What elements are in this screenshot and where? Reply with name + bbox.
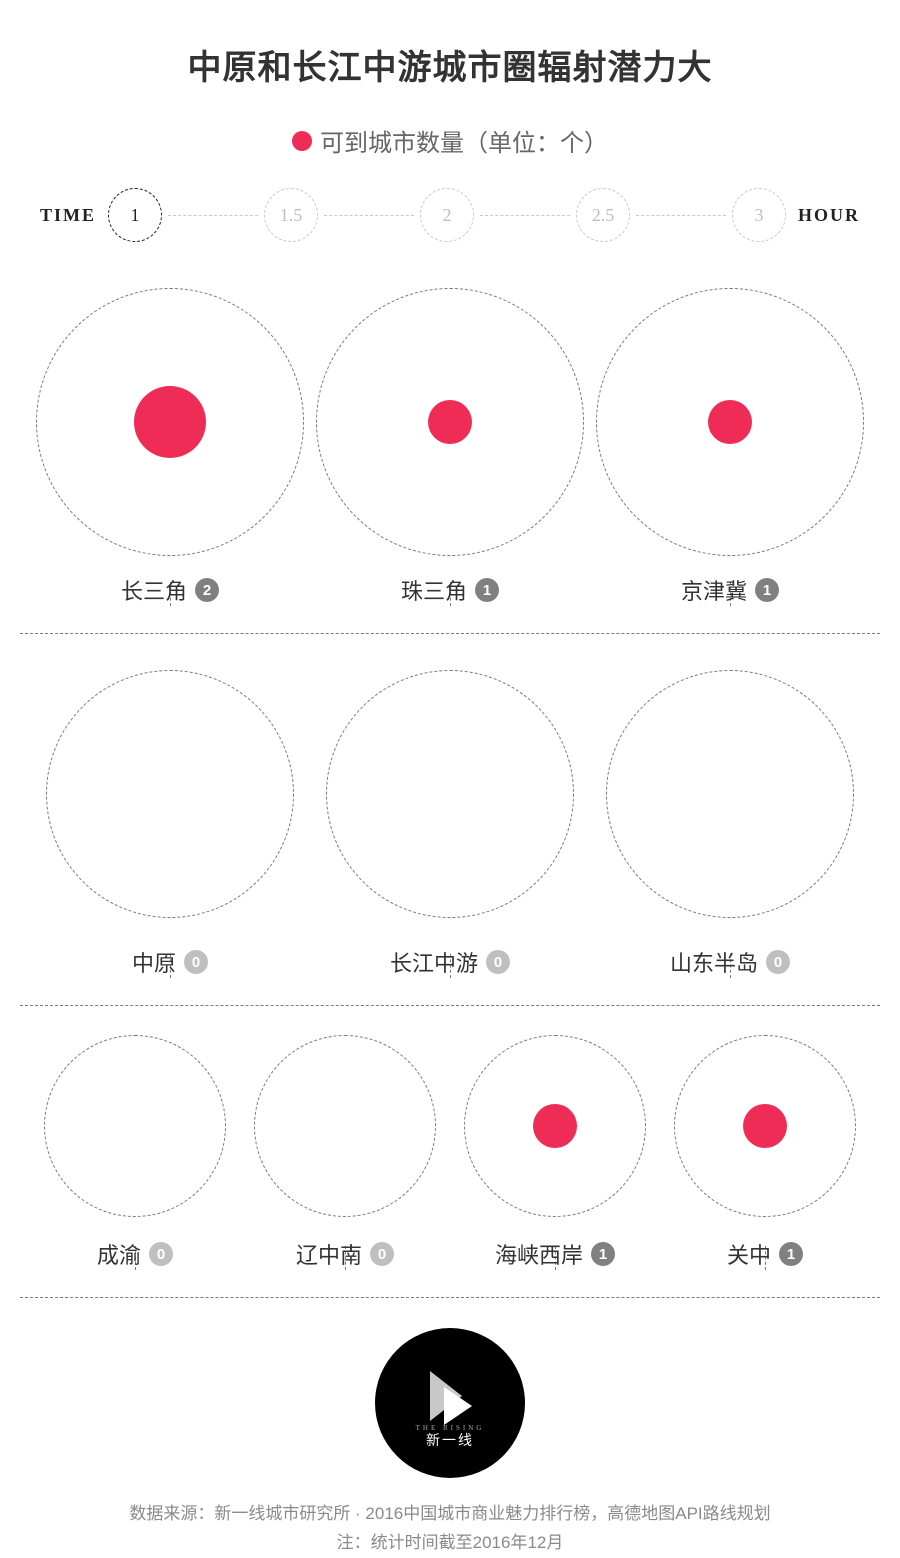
value-badge: 0 [149, 1242, 173, 1266]
time-right-label: HOUR [798, 205, 860, 226]
ring-wrap [464, 1026, 646, 1226]
step-connector [168, 215, 258, 216]
chart-cell: 辽中南 0 [240, 1026, 450, 1270]
legend-label: 可到城市数量（单位：个） [320, 123, 608, 158]
cell-caption: 京津冀 1 [681, 574, 779, 606]
ring-wrap [36, 282, 304, 562]
outer-ring [316, 288, 584, 556]
chart-body: 长三角 2 珠三角 1 京津冀 1 中原 0 长江中游 0 山东半岛 0 成渝 0 辽中南 0 海峡西岸 1 关中 1 [30, 262, 870, 1298]
value-dot [428, 400, 472, 444]
chart-cell: 关中 1 [660, 1026, 870, 1270]
step-connector [324, 215, 414, 216]
legend: 可到城市数量（单位：个） [30, 123, 870, 158]
step-connector [480, 215, 570, 216]
logo-text-cn: 新一线 [426, 1430, 474, 1450]
cell-caption: 关中 1 [727, 1238, 803, 1270]
cell-name: 成渝 [97, 1238, 141, 1270]
chart-cell: 成渝 0 [30, 1026, 240, 1270]
time-selector: TIME 1 1.5 2 2.5 3 HOUR [40, 188, 860, 242]
time-step-2[interactable]: 2 [420, 188, 474, 242]
source-text: 数据来源：新一线城市研究所 · 2016中国城市商业魅力排行榜，高德地图API路… [129, 1500, 770, 1529]
time-left-label: TIME [40, 205, 96, 226]
chart-row: 中原 0 长江中游 0 山东半岛 0 [30, 634, 870, 1006]
cell-caption: 辽中南 0 [296, 1238, 394, 1270]
cell-caption: 成渝 0 [97, 1238, 173, 1270]
cell-name: 关中 [727, 1238, 771, 1270]
step-connector [636, 215, 726, 216]
chart-row: 长三角 2 珠三角 1 京津冀 1 [30, 262, 870, 634]
chart-cell: 京津冀 1 [590, 282, 870, 606]
ring-wrap [316, 282, 584, 562]
cell-caption: 中原 0 [132, 946, 208, 978]
cell-caption: 海峡西岸 1 [495, 1238, 615, 1270]
chart-cell: 长江中游 0 [310, 654, 590, 978]
outer-ring [606, 670, 854, 918]
cell-caption: 珠三角 1 [401, 574, 499, 606]
value-badge: 1 [475, 578, 499, 602]
ring-wrap [254, 1026, 436, 1226]
cell-name: 长三角 [121, 574, 187, 606]
cell-name: 中原 [132, 946, 176, 978]
cell-name: 海峡西岸 [495, 1238, 583, 1270]
row-divider [20, 1297, 880, 1298]
page-title: 中原和长江中游城市圈辐射潜力大 [30, 40, 870, 89]
outer-ring [44, 1035, 226, 1217]
cell-caption: 长江中游 0 [390, 946, 510, 978]
cell-name: 山东半岛 [670, 946, 758, 978]
time-step-1.5[interactable]: 1.5 [264, 188, 318, 242]
chart-cell: 山东半岛 0 [590, 654, 870, 978]
cell-name: 长江中游 [390, 946, 478, 978]
value-badge: 1 [591, 1242, 615, 1266]
value-badge: 1 [755, 578, 779, 602]
value-badge: 0 [766, 950, 790, 974]
ring-wrap [674, 1026, 856, 1226]
value-dot [743, 1104, 787, 1148]
ring-wrap [46, 654, 294, 934]
outer-ring [326, 670, 574, 918]
value-badge: 0 [486, 950, 510, 974]
chart-row: 成渝 0 辽中南 0 海峡西岸 1 关中 1 [30, 1006, 870, 1298]
time-step-2.5[interactable]: 2.5 [576, 188, 630, 242]
cell-name: 珠三角 [401, 574, 467, 606]
value-dot [533, 1104, 577, 1148]
cell-caption: 长三角 2 [121, 574, 219, 606]
outer-ring [46, 670, 294, 918]
value-badge: 1 [779, 1242, 803, 1266]
value-badge: 0 [184, 950, 208, 974]
value-badge: 2 [195, 578, 219, 602]
value-badge: 0 [370, 1242, 394, 1266]
outer-ring [36, 288, 304, 556]
value-dot [134, 386, 206, 458]
outer-ring [674, 1035, 856, 1217]
chart-cell: 中原 0 [30, 654, 310, 978]
ring-wrap [596, 282, 864, 562]
time-step-1[interactable]: 1 [108, 188, 162, 242]
brand-logo: THE RISING 新一线 [375, 1328, 525, 1478]
ring-wrap [326, 654, 574, 934]
note-text: 注：统计时间截至2016年12月 [337, 1529, 564, 1558]
value-dot [708, 400, 752, 444]
chart-cell: 海峡西岸 1 [450, 1026, 660, 1270]
outer-ring [254, 1035, 436, 1217]
ring-wrap [44, 1026, 226, 1226]
time-step-3[interactable]: 3 [732, 188, 786, 242]
legend-dot-icon [292, 131, 312, 151]
cell-name: 京津冀 [681, 574, 747, 606]
outer-ring [596, 288, 864, 556]
chart-cell: 长三角 2 [30, 282, 310, 606]
time-steps: 1 1.5 2 2.5 3 [108, 188, 786, 242]
ring-wrap [606, 654, 854, 934]
outer-ring [464, 1035, 646, 1217]
cell-name: 辽中南 [296, 1238, 362, 1270]
footer: THE RISING 新一线 数据来源：新一线城市研究所 · 2016中国城市商… [30, 1328, 870, 1558]
cell-caption: 山东半岛 0 [670, 946, 790, 978]
chart-cell: 珠三角 1 [310, 282, 590, 606]
